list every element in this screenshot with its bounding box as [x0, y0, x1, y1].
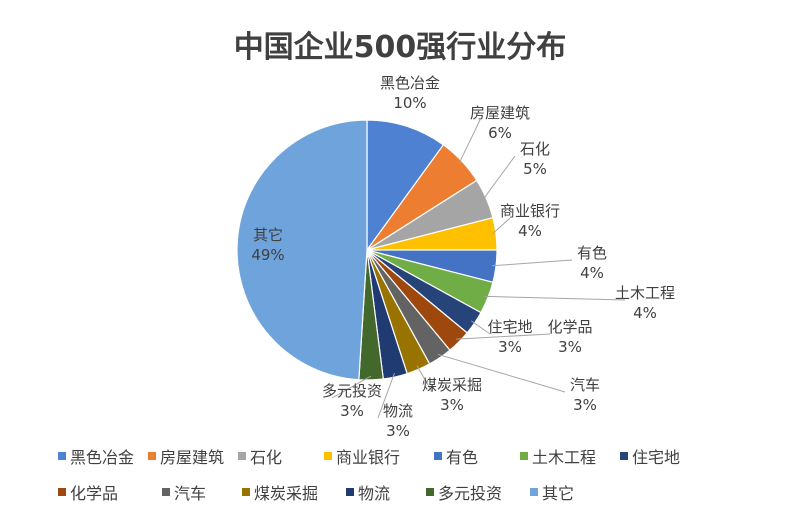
legend-item-2: 石化	[238, 438, 324, 474]
leader-line-8	[437, 353, 566, 393]
legend-label: 汽车	[174, 484, 207, 503]
slice-label-12: 其它	[253, 226, 283, 244]
legend-item-1: 房屋建筑	[148, 438, 238, 474]
slice-label-9: 煤炭采掘	[422, 376, 482, 394]
slice-label-2: 石化	[520, 140, 550, 158]
legend-label: 其它	[542, 484, 575, 503]
slice-value-12: 49%	[251, 246, 284, 264]
slice-label-10: 物流	[383, 402, 413, 420]
slice-value-8: 3%	[573, 396, 597, 414]
legend-label: 土木工程	[532, 448, 597, 467]
legend-label: 石化	[250, 448, 283, 467]
legend-swatch	[530, 488, 538, 496]
slice-value-4: 4%	[580, 264, 604, 282]
leader-line-1	[458, 119, 481, 164]
legend-swatch	[238, 452, 246, 460]
slice-label-5: 土木工程	[615, 284, 675, 302]
slice-value-0: 10%	[393, 94, 426, 112]
slice-value-6: 3%	[498, 338, 522, 356]
legend-swatch	[58, 452, 66, 460]
slice-value-3: 4%	[518, 222, 542, 240]
legend-swatch	[162, 488, 170, 496]
leader-line-2	[482, 155, 516, 201]
legend-label: 多元投资	[438, 484, 503, 503]
pie-slice-12	[236, 119, 368, 381]
legend-swatch	[434, 452, 442, 460]
legend-swatch	[620, 452, 628, 460]
slice-value-11: 3%	[340, 402, 364, 420]
slice-label-3: 商业银行	[500, 202, 560, 220]
slice-label-11: 多元投资	[322, 382, 382, 400]
pie-slice-0	[366, 119, 445, 252]
chart-title: 中国企业500强行业分布	[233, 30, 567, 65]
legend-item-10: 物流	[346, 474, 426, 510]
leader-line-7	[456, 333, 551, 340]
legend-swatch	[242, 488, 250, 496]
leader-line-3	[491, 217, 511, 235]
slice-label-8: 汽车	[570, 376, 600, 394]
legend-label: 煤炭采掘	[254, 484, 319, 503]
legend-item-6: 住宅地	[620, 438, 720, 474]
legend-label: 有色	[446, 448, 479, 467]
leader-line-9	[416, 365, 433, 393]
legend-swatch	[520, 452, 528, 460]
legend-item-11: 多元投资	[426, 474, 530, 510]
legend-label: 商业银行	[336, 448, 401, 467]
legend-item-3: 商业银行	[324, 438, 434, 474]
legend-swatch	[58, 488, 66, 496]
leader-line-6	[471, 320, 491, 335]
legend-swatch	[346, 488, 354, 496]
slice-value-1: 6%	[488, 124, 512, 142]
slice-value-10: 3%	[386, 422, 410, 440]
legend-item-12: 其它	[530, 474, 590, 510]
legend-item-7: 化学品	[58, 474, 162, 510]
legend-item-9: 煤炭采掘	[242, 474, 346, 510]
legend-item-4: 有色	[434, 438, 520, 474]
legend-label: 化学品	[70, 484, 119, 503]
slice-label-1: 房屋建筑	[470, 104, 530, 122]
slice-value-7: 3%	[558, 338, 582, 356]
slice-label-6: 住宅地	[487, 318, 532, 336]
slice-value-2: 5%	[523, 160, 547, 178]
legend-swatch	[426, 488, 434, 496]
legend-label: 物流	[358, 484, 391, 503]
leader-line-10	[377, 372, 395, 419]
legend: 黑色冶金 房屋建筑 石化 商业银行 有色 土木工程 住宅地化学品 汽车 煤炭采掘 物流 多元投资 其它	[58, 438, 758, 510]
slice-value-5: 4%	[633, 304, 657, 322]
legend-label: 住宅地	[632, 448, 681, 467]
slice-label-4: 有色	[577, 244, 607, 262]
legend-item-5: 土木工程	[520, 438, 620, 474]
legend-item-0: 黑色冶金	[58, 438, 148, 474]
legend-label: 房屋建筑	[160, 448, 225, 467]
slice-label-7: 化学品	[547, 318, 592, 336]
slice-value-9: 3%	[440, 396, 464, 414]
legend-item-8: 汽车	[162, 474, 242, 510]
leader-line-5	[484, 295, 626, 301]
leader-line-4	[492, 259, 573, 267]
legend-label: 黑色冶金	[70, 448, 135, 467]
legend-swatch	[324, 452, 332, 460]
leader-line-11	[331, 375, 372, 399]
slice-label-0: 黑色冶金	[380, 74, 440, 92]
legend-swatch	[148, 452, 156, 460]
